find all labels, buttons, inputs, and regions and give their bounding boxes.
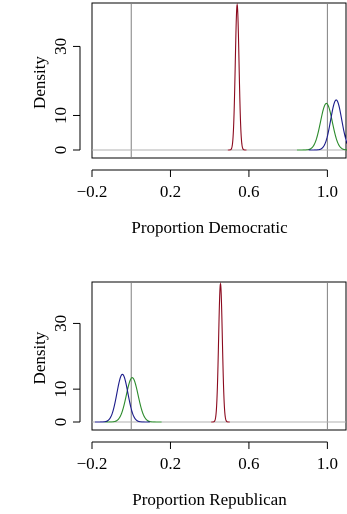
y-tick-label: 0 <box>51 146 70 155</box>
y-tick-label: 30 <box>51 315 70 332</box>
x-tick-label: 1.0 <box>317 182 338 201</box>
x-tick-label: 0.6 <box>238 454 259 473</box>
x-tick-label: 0.2 <box>160 454 181 473</box>
density-curve <box>296 102 347 151</box>
x-axis-label: Proportion Republican <box>132 490 287 509</box>
x-tick-label: 1.0 <box>317 454 338 473</box>
plot-box <box>91 281 347 431</box>
chart-panel-republican: −0.2 0.2 0.6 1.0 Proportion Republican 0 10 30D… <box>30 281 347 509</box>
x-tick-label: 0.2 <box>160 182 181 201</box>
density-curve <box>308 99 347 151</box>
density-curve <box>211 282 230 423</box>
density-curve <box>102 377 162 423</box>
density-curve <box>94 373 150 423</box>
x-tick-label: −0.2 <box>77 454 108 473</box>
x-axis-label: Proportion Democratic <box>131 218 288 237</box>
density-curve <box>227 3 247 151</box>
y-tick-label: 10 <box>51 381 70 398</box>
y-axis-label: Density <box>30 331 49 384</box>
x-tick-label: 0.6 <box>238 182 259 201</box>
y-tick-label: 0 <box>51 418 70 427</box>
x-tick-label: −0.2 <box>77 182 108 201</box>
y-tick-label: 10 <box>51 107 70 124</box>
y-tick-label: 30 <box>51 38 70 55</box>
y-axis-label: Density <box>30 56 49 109</box>
chart-panel-democratic: −0.2 0.2 0.6 1.0 Proportion Democratic 0 10 30D… <box>30 2 347 237</box>
plot-box <box>91 2 347 159</box>
